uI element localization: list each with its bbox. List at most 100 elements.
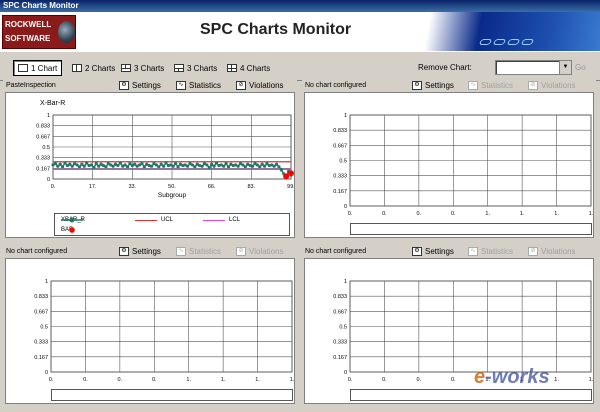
statistics-button[interactable]: ∿ Statistics	[468, 81, 513, 90]
xbar-point	[265, 162, 269, 166]
settings-button[interactable]: ⚙ Settings	[412, 81, 454, 90]
y-tick-label: 0.5	[40, 325, 48, 331]
xbar-point	[181, 163, 185, 168]
statistics-button[interactable]: ∿ Statistics	[176, 81, 221, 90]
xbar-point	[224, 162, 228, 166]
chart-area: 1 0.833 0.667 0.5 0.333 0.167 0 0. 0. 0. 0. 1. 1. 1. 1…	[304, 258, 594, 404]
legend-ucl-label: UCL	[161, 217, 174, 223]
xbar-point	[109, 163, 113, 167]
y-tick-label: 0.833	[34, 294, 48, 300]
header-decoration	[400, 12, 600, 51]
y-tick-label: 0	[45, 370, 48, 376]
x-tick-label: 1.	[589, 211, 593, 217]
chart-panel-4: No chart configured ⚙ Settings ∿ Statist…	[302, 246, 596, 406]
statistics-button[interactable]: ∿ Statistics	[176, 247, 221, 256]
xbar-point	[255, 163, 259, 167]
chart-panel-1: PasteInspection ⚙ Settings ∿ Statistics …	[3, 80, 297, 240]
xbar-point	[190, 163, 195, 167]
two-charts-button[interactable]: 2 Charts	[68, 60, 119, 76]
x-tick-label: 0.	[451, 377, 456, 383]
x-tick-label: 0.	[451, 211, 456, 217]
xbar-point	[75, 163, 79, 167]
layout-toolbar: 1 Chart 2 Charts 3 Charts 3 Charts 4 Cha…	[0, 51, 600, 81]
xbar-point	[171, 164, 175, 168]
decoration-pill	[492, 39, 507, 45]
xbar-point	[250, 164, 255, 168]
xbar-point	[176, 165, 180, 169]
page-title: SPC Charts Monitor	[200, 21, 352, 38]
violations-button[interactable]: ⊘ Violations	[236, 247, 284, 256]
violations-button[interactable]: ⊘ Violations	[236, 81, 284, 90]
xbar-point	[214, 161, 219, 165]
legend-bad-label: BAD	[61, 227, 74, 233]
panel-title: No chart configured	[305, 248, 367, 255]
y-tick-label: 0.167	[333, 355, 347, 361]
panel-title: No chart configured	[6, 248, 68, 255]
x-tick-label: 1.	[589, 377, 593, 383]
xbar-point	[77, 165, 82, 169]
settings-button[interactable]: ⚙ Settings	[119, 247, 161, 256]
x-tick-label: 1.	[520, 211, 525, 217]
xbar-point	[106, 162, 110, 166]
xbar-point	[248, 163, 252, 168]
xbar-point	[202, 162, 207, 166]
xbar-point	[51, 163, 55, 167]
four-charts-label: 4 Charts	[240, 63, 271, 73]
xbar-point	[195, 162, 199, 166]
violations-button[interactable]: ⊘ Violations	[528, 247, 576, 256]
xbar-point	[205, 163, 209, 167]
violations-icon: ⊘	[528, 81, 538, 90]
statistics-button[interactable]: ∿ Statistics	[468, 247, 513, 256]
legend-bad-swatch	[69, 227, 75, 233]
four-charts-button[interactable]: 4 Charts	[223, 60, 274, 76]
y-tick-label: 0.333	[36, 156, 50, 162]
xbar-point	[92, 165, 96, 170]
xbar-point	[56, 164, 60, 168]
statistics-label: Statistics	[481, 81, 514, 90]
statistics-icon: ∿	[468, 81, 478, 90]
xbar-point	[277, 165, 281, 169]
legend-ucl: UCL	[135, 217, 173, 223]
y-tick-label: 0.667	[34, 309, 48, 315]
bad-point	[283, 173, 290, 180]
settings-label: Settings	[132, 81, 161, 90]
two-charts-label: 2 Charts	[85, 63, 116, 73]
y-tick-label: 0	[344, 204, 347, 210]
violations-button[interactable]: ⊘ Violations	[528, 81, 576, 90]
one-chart-button[interactable]: 1 Chart	[13, 60, 63, 76]
violations-icon: ⊘	[236, 247, 246, 256]
xbar-point	[58, 162, 62, 166]
xbar-point	[161, 164, 166, 168]
three-charts-bottom-label: 3 Charts	[187, 63, 218, 73]
remove-chart-select[interactable]: ▼	[495, 60, 572, 75]
chart-legend	[51, 389, 293, 401]
chart-legend	[350, 223, 592, 235]
y-tick-label: 1	[344, 279, 347, 285]
violations-icon: ⊘	[236, 81, 246, 90]
x-tick-label: 0.	[49, 377, 54, 383]
xbar-point	[140, 162, 144, 166]
xbar-point	[70, 164, 74, 168]
xbar-point	[238, 162, 243, 166]
x-tick-label: 33.	[129, 184, 137, 190]
chevron-down-icon[interactable]: ▼	[559, 61, 571, 74]
xbar-point	[164, 161, 168, 165]
x-tick-label: 1.	[290, 377, 294, 383]
panel-title: PasteInspection	[6, 82, 56, 89]
go-button[interactable]: Go	[575, 63, 586, 72]
three-charts-top-button[interactable]: 3 Charts	[117, 60, 168, 76]
violations-label: Violations	[249, 247, 284, 256]
xbar-point	[130, 163, 134, 168]
settings-button[interactable]: ⚙ Settings	[412, 247, 454, 256]
violations-label: Violations	[249, 81, 284, 90]
xbar-point	[121, 164, 125, 168]
legend-lcl-label: LCL	[229, 217, 241, 223]
y-tick-label: 0.167	[34, 355, 48, 361]
three-charts-bottom-button[interactable]: 3 Charts	[170, 60, 221, 76]
xbar-point	[279, 168, 283, 172]
y-tick-label: 0.833	[333, 294, 347, 300]
one-chart-label: 1 Chart	[31, 63, 58, 73]
settings-button[interactable]: ⚙ Settings	[119, 81, 161, 90]
xbar-point	[152, 162, 156, 166]
